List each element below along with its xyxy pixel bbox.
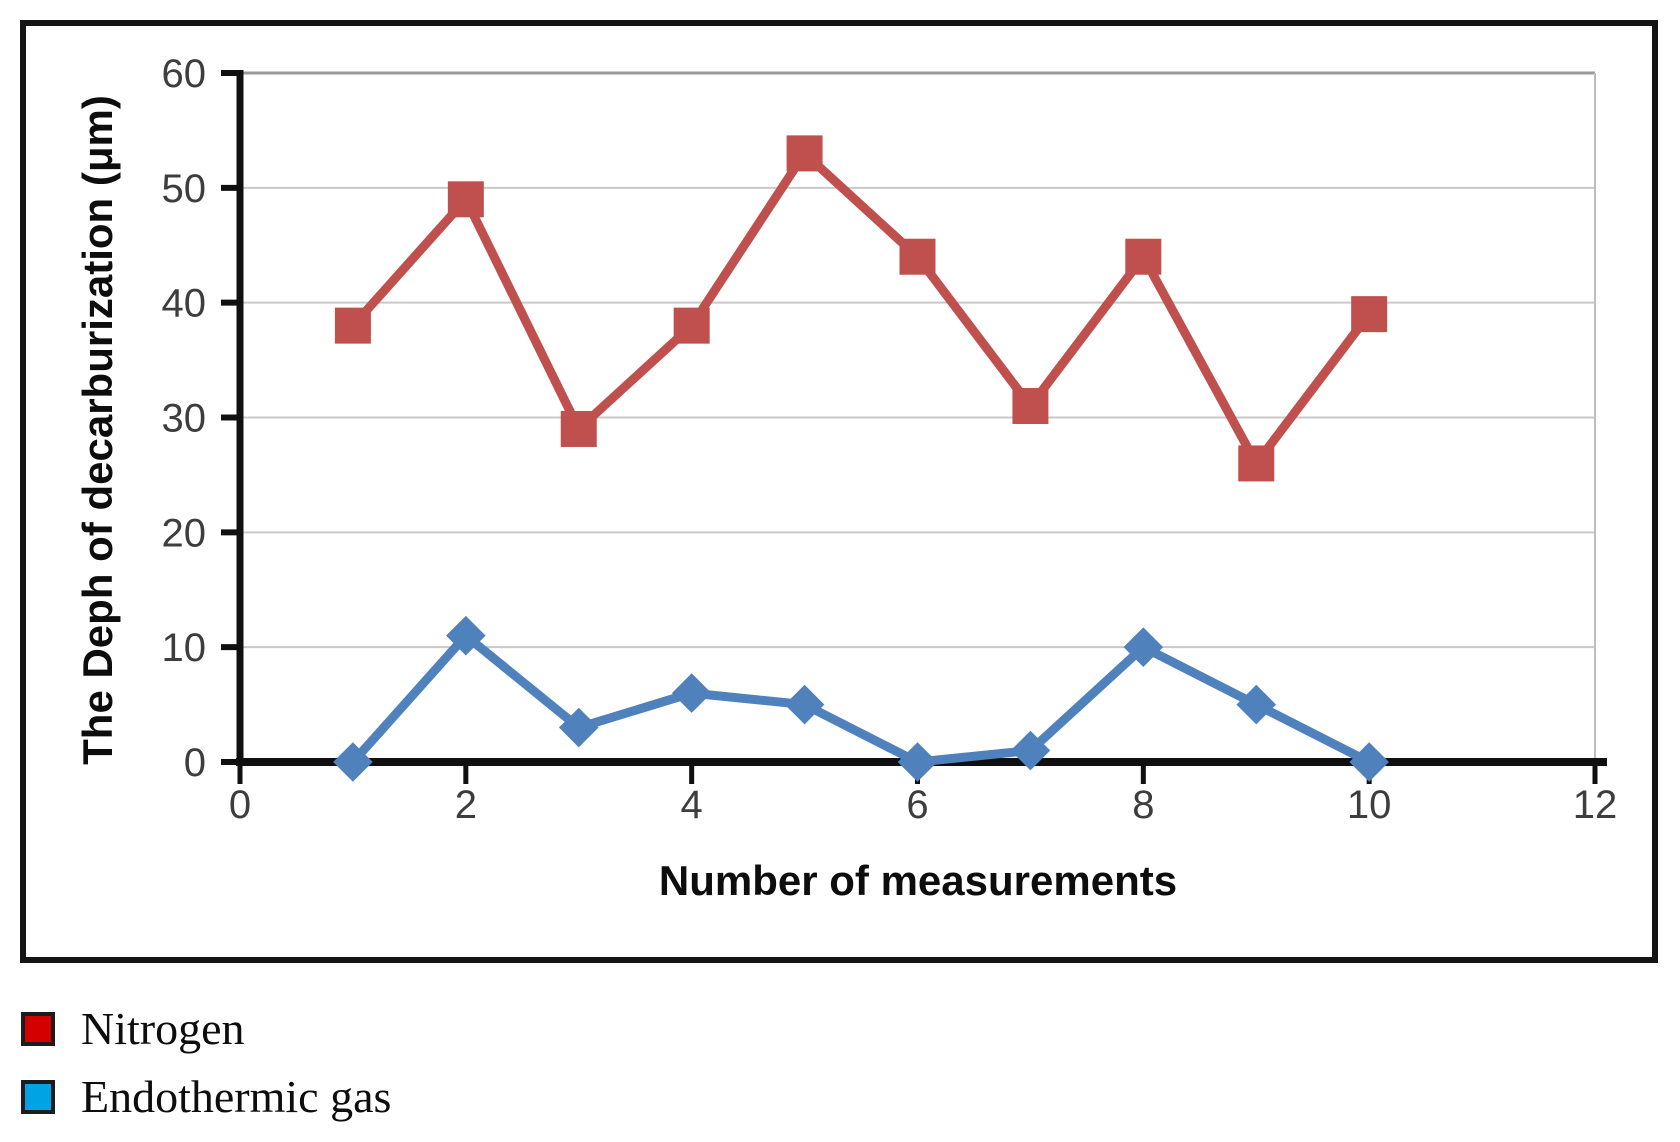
nitrogen-marker: [447, 181, 484, 218]
nitrogen-marker: [786, 135, 823, 172]
endothermic-gas-series-line: [348, 631, 1374, 767]
nitrogen-series-line: [348, 148, 1374, 468]
nitrogen-marker: [1238, 445, 1275, 482]
y-tick-label: 30: [162, 397, 207, 441]
nitrogen-marker: [1351, 296, 1388, 333]
y-tick-label: 10: [162, 626, 207, 670]
nitrogen-marker: [673, 307, 710, 344]
x-tick-label: 6: [906, 783, 928, 827]
endothermic-gas-swatch-icon: [21, 1080, 55, 1114]
nitrogen-marker: [334, 307, 371, 344]
y-axis-title: The Deph of decarburization (μm): [74, 95, 121, 765]
x-tick-label: 12: [1573, 783, 1618, 827]
x-axis-title: Number of measurements: [659, 857, 1177, 904]
y-tick-label: 20: [162, 511, 207, 555]
nitrogen-marker: [1012, 388, 1049, 425]
y-tick-label: 40: [162, 282, 207, 326]
y-tick-label: 0: [184, 741, 206, 785]
nitrogen-marker: [899, 238, 936, 275]
endothermic-gas-marker: [1349, 742, 1389, 782]
nitrogen-swatch-icon: [21, 1012, 55, 1046]
nitrogen-marker: [1125, 238, 1162, 275]
x-tick-label: 2: [455, 783, 477, 827]
legend-item-endothermic-gas: Endothermic gas: [21, 1074, 391, 1120]
x-tick-label: 4: [681, 783, 703, 827]
endothermic-gas-marker: [446, 615, 486, 656]
x-tick-label: 8: [1132, 783, 1154, 827]
endothermic-gas-marker: [784, 684, 825, 725]
legend-label-nitrogen: Nitrogen: [81, 1003, 245, 1054]
chart-frame: [20, 20, 1658, 963]
legend-item-nitrogen: Nitrogen: [21, 1006, 391, 1052]
endothermic-gas-marker: [1123, 627, 1164, 667]
plot-area: 0 10 20 30 40 50 60 0 2 4 6 8 10 12: [162, 52, 1618, 827]
y-tick-label: 50: [162, 167, 207, 211]
nitrogen-marker: [560, 410, 597, 447]
x-tick-label: 10: [1347, 783, 1392, 827]
endothermic-gas-marker: [897, 742, 938, 782]
x-tick-label: 0: [229, 783, 251, 827]
endothermic-gas-marker: [558, 707, 599, 748]
endothermic-gas-marker: [333, 742, 373, 782]
legend: Nitrogen Endothermic gas: [21, 1006, 391, 1120]
legend-label-endothermic-gas: Endothermic gas: [81, 1071, 392, 1122]
endothermic-gas-marker: [1236, 684, 1277, 725]
endothermic-gas-marker: [671, 673, 712, 713]
y-tick-label: 60: [162, 52, 207, 96]
